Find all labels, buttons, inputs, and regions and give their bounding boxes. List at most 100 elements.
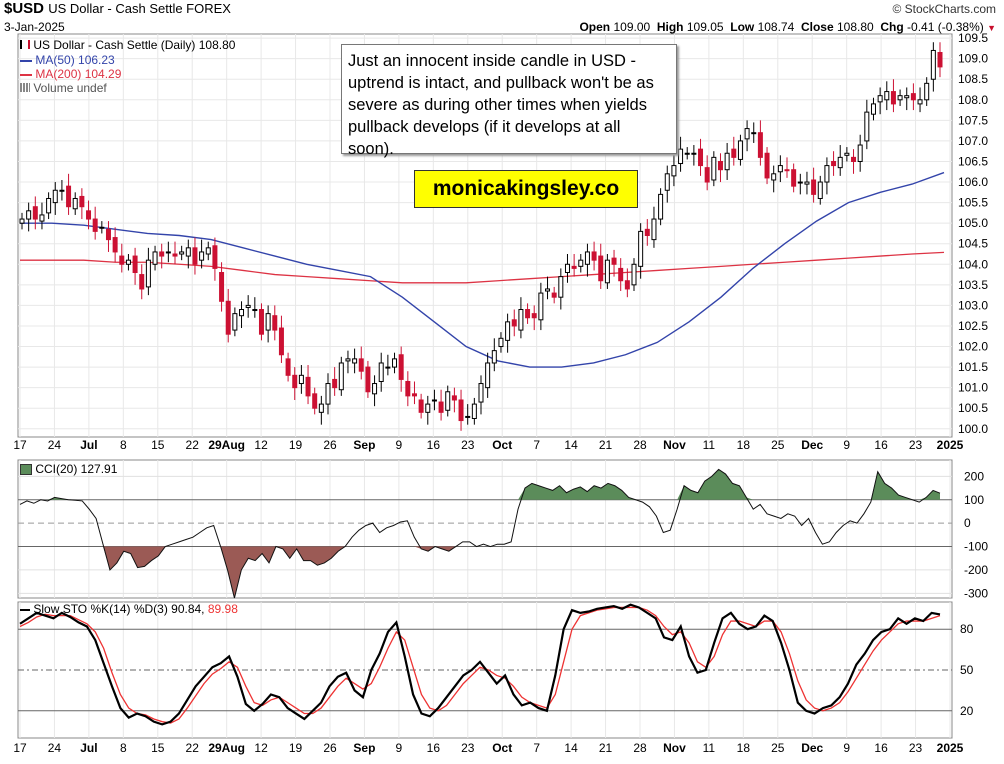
cci-tick-label: -100	[964, 540, 988, 554]
x-tick-label: Jul	[80, 741, 97, 755]
candle-body	[611, 257, 617, 265]
candle-body	[651, 218, 657, 241]
candle-body	[671, 165, 677, 177]
candle-body	[79, 195, 85, 208]
annotation-note: Just an innocent inside candle in USD - …	[341, 44, 677, 158]
candle-body	[904, 95, 910, 99]
ma200-swatch-icon	[20, 73, 32, 76]
sto-swatch-icon	[20, 608, 30, 611]
low-value: 108.74	[757, 20, 795, 34]
x-tick-label: Sep	[353, 741, 375, 755]
x-tick-label: 2025	[937, 741, 964, 755]
price-tick-label: 109.0	[958, 52, 988, 66]
candle-body	[292, 374, 298, 389]
ma200-line	[20, 251, 945, 284]
candle-body	[764, 152, 770, 179]
close-label: Close	[800, 20, 834, 34]
x-tick-label: 18	[737, 741, 751, 755]
ma50-swatch-icon	[20, 59, 32, 62]
watermark-box: monicakingsley.co	[414, 170, 638, 208]
candle-body	[112, 237, 118, 253]
price-tick-label: 104.5	[958, 237, 988, 251]
candle-body	[851, 156, 857, 162]
candle-body	[831, 160, 837, 167]
x-tick-label: 21	[599, 741, 613, 755]
high-label: High	[656, 20, 684, 34]
candle-body	[797, 181, 803, 184]
candle-body	[937, 52, 943, 68]
symbol-text: $USD	[4, 0, 45, 17]
candle-body	[212, 245, 218, 269]
high-value: 109.05	[686, 20, 724, 34]
cci-positive-fill	[20, 469, 940, 500]
candle-body	[265, 313, 271, 331]
candle-body	[777, 165, 783, 173]
candle-body	[744, 128, 750, 140]
x-tick-label: 28	[633, 438, 647, 452]
candle-body	[644, 228, 650, 237]
candle-layer	[19, 42, 943, 431]
legend-ma200-text: MA(200) 104.29	[35, 67, 122, 81]
candle-body	[385, 366, 391, 369]
chg-value: -0.41 (-0.38%)	[907, 20, 984, 34]
price-tick-label: 102.5	[958, 319, 988, 333]
price-tick-label: 103.5	[958, 278, 988, 292]
candle-body	[664, 173, 670, 191]
sto-tick-label: 50	[960, 663, 974, 677]
candle-body	[618, 267, 624, 282]
price-tick-label: 105.5	[958, 196, 988, 210]
candle-body	[245, 304, 251, 308]
cci-swatch-icon	[20, 464, 32, 476]
candle-body	[578, 259, 584, 267]
candle-body	[505, 321, 511, 341]
cci-layer	[19, 468, 941, 599]
cci-tick-label: 0	[964, 516, 971, 530]
candle-body	[624, 280, 630, 290]
x-tick-label: 9	[843, 741, 850, 755]
candle-body	[199, 251, 205, 261]
candle-body	[511, 319, 517, 327]
candle-body	[564, 263, 570, 274]
candle-body	[598, 255, 604, 282]
x-tick-label: Sep	[353, 438, 375, 452]
candle-body	[99, 226, 105, 229]
price-tick-label: 100.5	[958, 401, 988, 415]
price-tick-label: 103.0	[958, 298, 988, 312]
price-tick-label: 106.0	[958, 175, 988, 189]
candle-body	[584, 251, 590, 265]
candle-body	[737, 140, 743, 160]
x-tick-label: 15	[151, 741, 165, 755]
x-tick-label: 2025	[937, 438, 964, 452]
brand-credit: © StockCharts.com	[892, 2, 996, 16]
candle-body	[890, 91, 896, 105]
chart-date: 3-Jan-2025	[4, 20, 65, 34]
candle-body	[525, 309, 531, 319]
x-tick-label: Jul	[80, 438, 97, 452]
cci-negative-fill	[20, 546, 940, 598]
candle-body	[757, 132, 763, 158]
candle-body	[837, 156, 843, 169]
x-tick-label: 24	[48, 438, 62, 452]
cci-tick-label: -300	[964, 586, 988, 600]
x-tick-label: 8	[120, 741, 127, 755]
x-tick-label: Nov	[663, 741, 686, 755]
price-tick-label: 101.5	[958, 360, 988, 374]
candle-body	[571, 265, 577, 269]
candle-body	[751, 132, 757, 135]
candle-body	[325, 383, 331, 405]
open-label: Open	[579, 20, 611, 34]
x-tick-label: 25	[771, 741, 785, 755]
sto-label: Slow STO %K(14) %D(3) 90.84, 89.98	[20, 602, 238, 616]
candle-body	[179, 251, 185, 255]
candle-body	[604, 259, 610, 284]
price-tick-label: 101.0	[958, 381, 988, 395]
price-tick-label: 107.0	[958, 134, 988, 148]
candle-body	[232, 313, 238, 331]
candle-body	[26, 210, 32, 220]
legend-volume-text: Volume undef	[33, 81, 107, 95]
ma50-line	[20, 171, 945, 368]
candle-body	[285, 358, 291, 376]
sto-d-value: 89.98	[207, 602, 238, 616]
candle-body	[678, 148, 684, 165]
candle-body	[877, 95, 883, 103]
